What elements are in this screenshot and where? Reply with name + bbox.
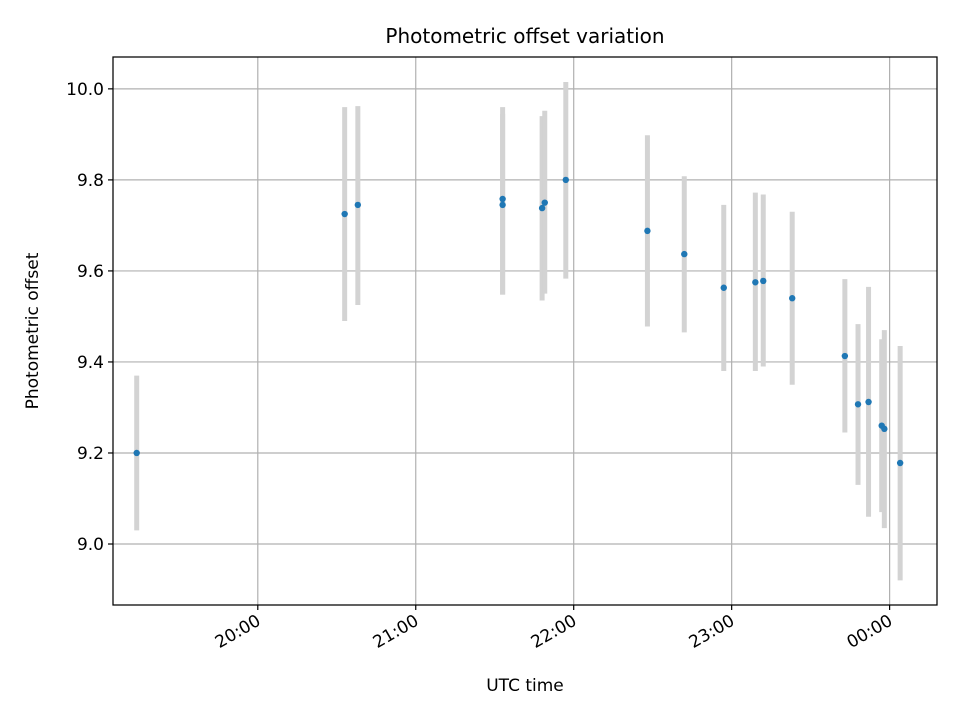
data-point [499,195,506,203]
data-point [865,398,872,406]
y-axis: 9.0 9.2 9.4 9.6 9.8 10.0 [66,80,113,555]
data-point [644,227,651,235]
y-axis-title: Photometric offset [23,252,43,409]
y-tick-label: 9.4 [77,353,104,373]
data-points [133,176,904,467]
data-point [854,401,862,408]
y-tick-label: 9.6 [77,262,104,282]
data-point [541,199,548,206]
x-axis-title: UTC time [486,676,564,696]
data-point [841,352,849,360]
y-tick-label: 9.0 [77,535,104,555]
data-point [562,176,570,184]
data-point [681,250,688,258]
y-tick-label: 9.2 [77,444,104,464]
y-tick-label: 9.8 [77,171,104,191]
data-point [752,279,759,286]
data-point [133,449,140,457]
data-point [881,425,888,433]
grid [113,57,937,605]
plot-frame [112,56,938,606]
data-point [720,284,727,291]
data-point [789,295,796,302]
y-tick-label: 10.0 [66,80,104,100]
data-point [760,277,767,285]
chart-title: Photometric offset variation [385,24,664,48]
data-point [896,459,904,467]
data-point [538,204,546,212]
data-point [354,201,362,209]
data-point [341,210,348,218]
data-point [499,201,506,209]
